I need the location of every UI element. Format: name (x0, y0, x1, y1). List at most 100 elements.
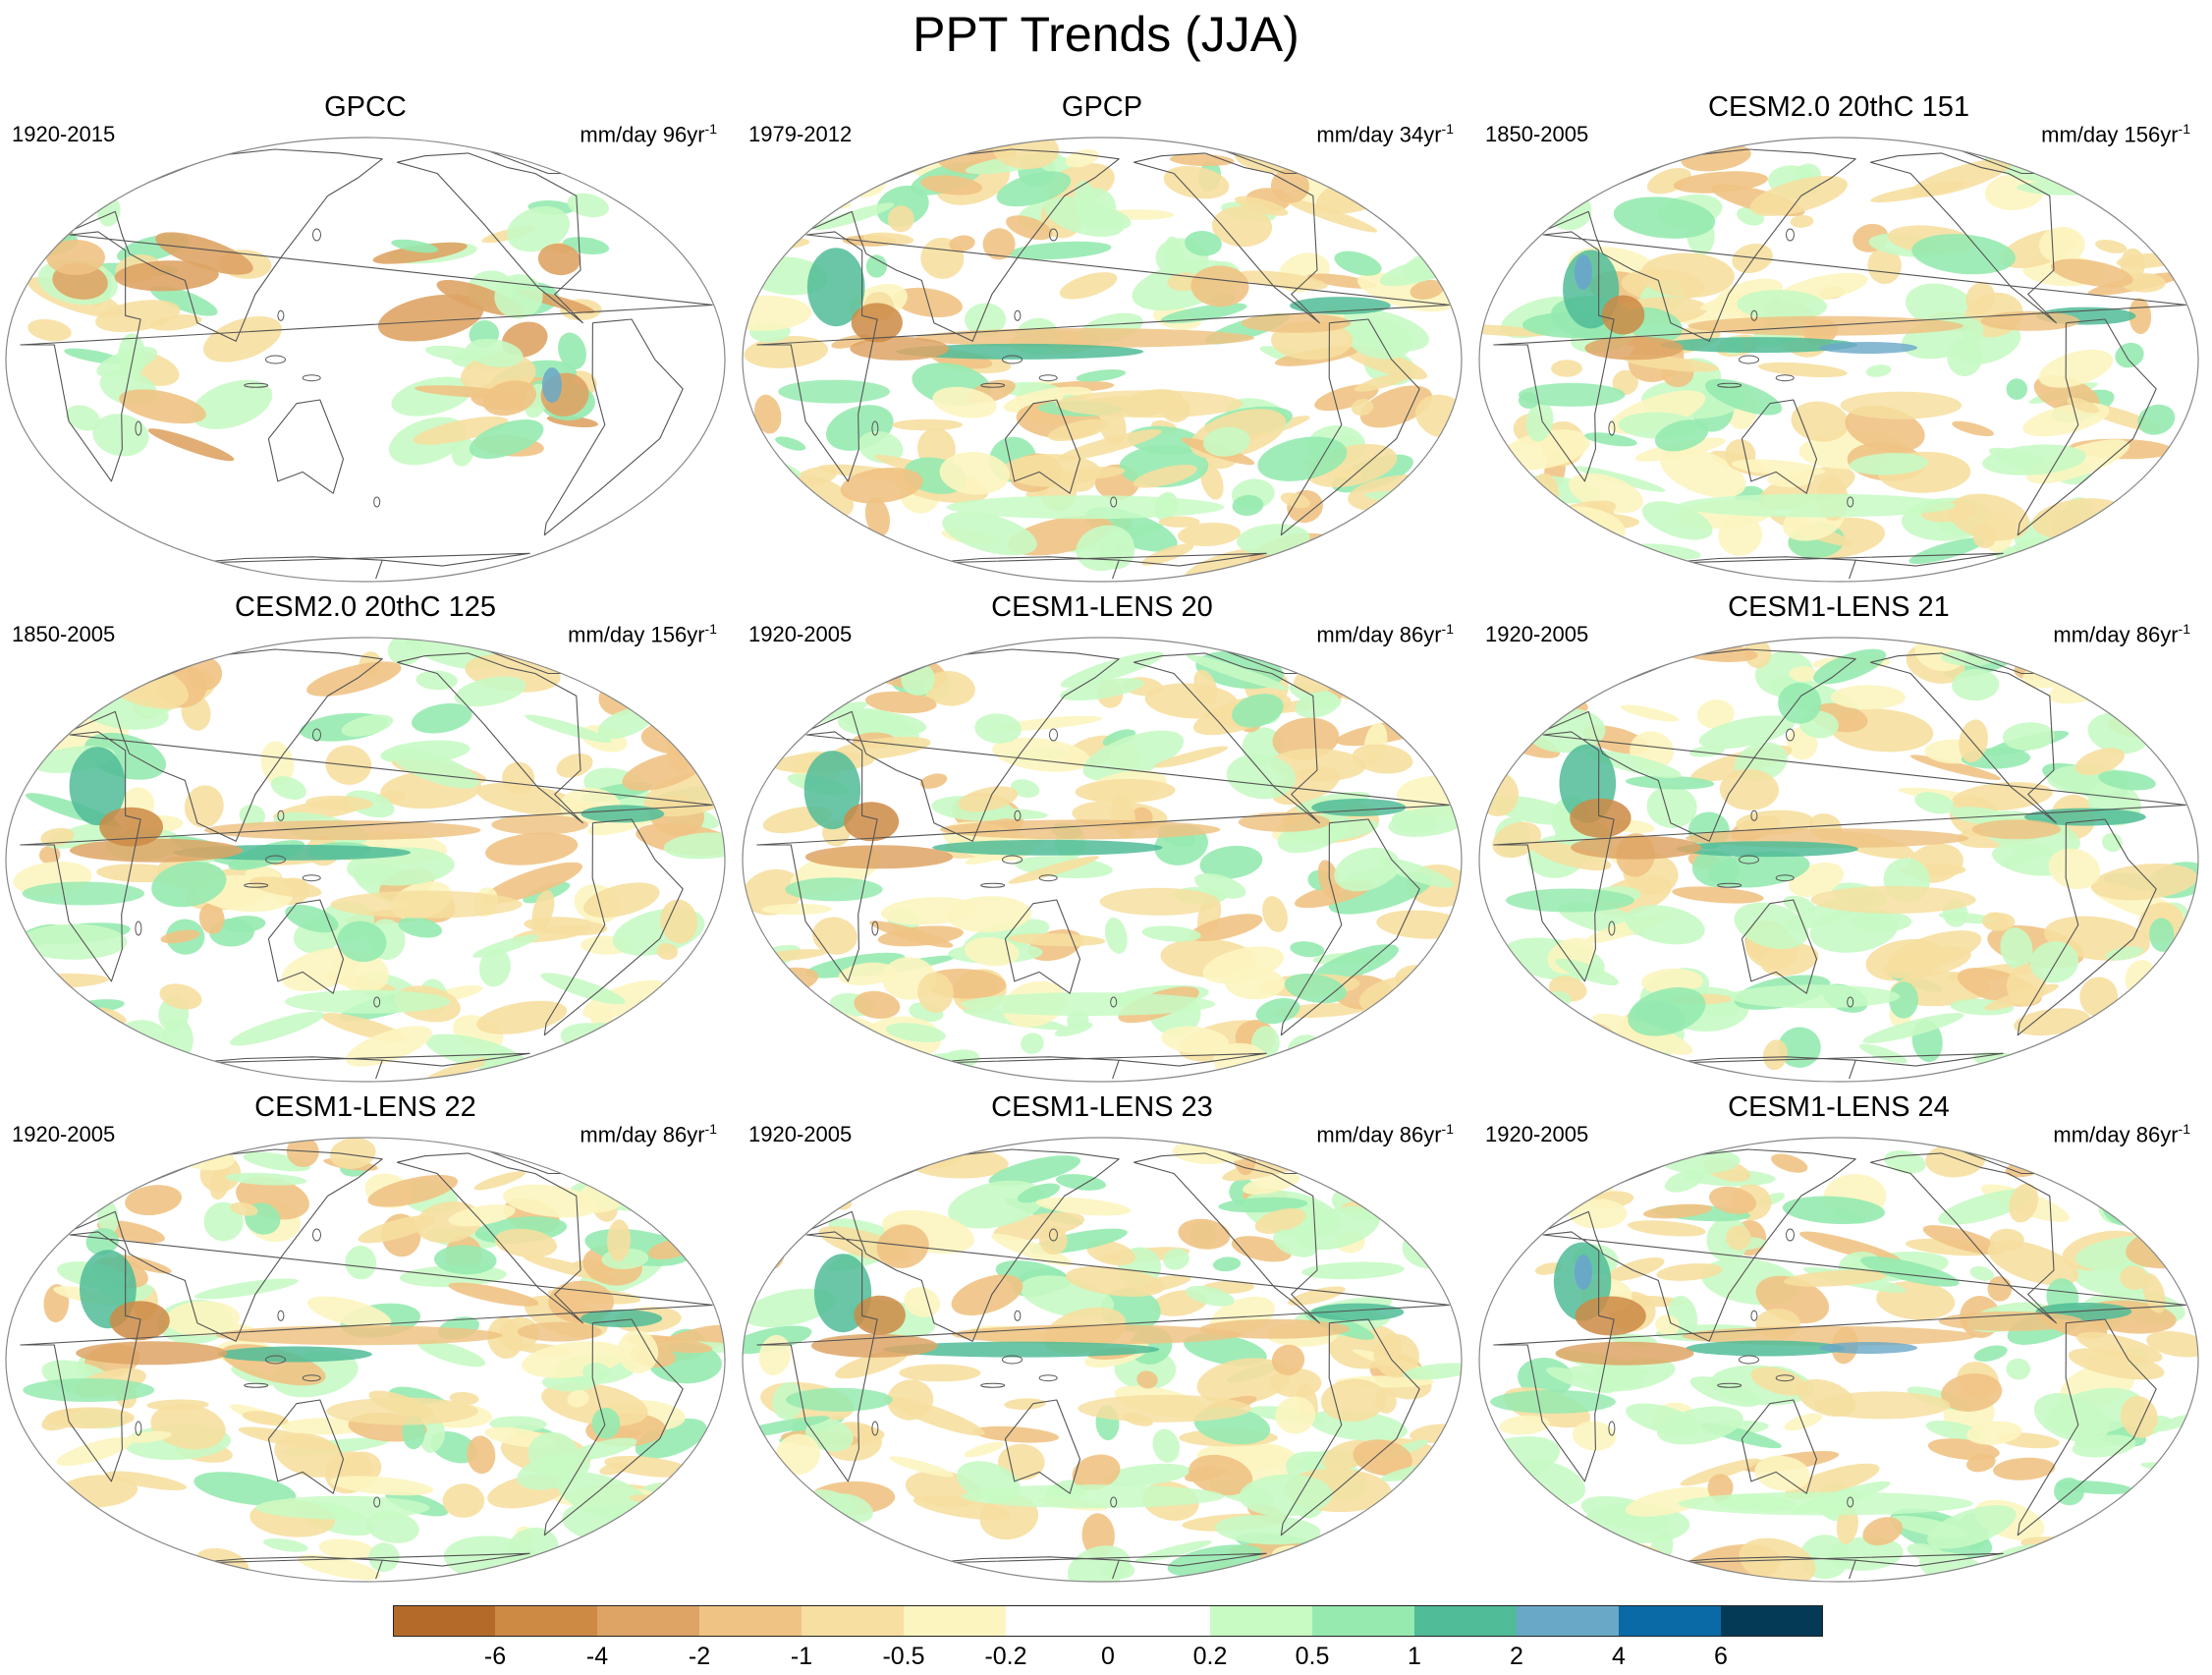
map-panel-cesm1-22: CESM1-LENS 22 1920-2005 mm/day 86yr-1 (2, 1090, 729, 1591)
coastline-island (1739, 855, 1759, 865)
colorbar-swatch (495, 1605, 597, 1637)
coastline-north-america (1870, 652, 2057, 824)
coastline-island (373, 496, 381, 508)
coastline-africa (756, 1231, 1450, 1482)
coastline-antarctica (187, 1052, 530, 1080)
coastline-north-america (397, 152, 583, 324)
colorbar-tick-label: 6 (1714, 1643, 1728, 1670)
panel-period: 1920-2005 (748, 622, 853, 646)
coastline-island (1014, 810, 1022, 821)
coastline-north-america (1870, 1152, 2057, 1324)
coastline-africa (20, 1231, 713, 1482)
map-canvas (742, 637, 1463, 1083)
coastline-island (1847, 996, 1854, 1008)
coastline-island (1750, 309, 1758, 321)
coastline-island (1049, 228, 1058, 242)
coastline-antarctica (1660, 1552, 2004, 1580)
colorbar-tick-label: 1 (1408, 1643, 1421, 1670)
coastline-australia (1004, 399, 1081, 494)
coastline-island (244, 882, 269, 888)
coastline-south-america (2017, 1318, 2157, 1536)
panel-unit: mm/day 86yr-1 (1316, 1121, 1454, 1147)
map-border (1478, 137, 2199, 583)
map-border (5, 137, 726, 583)
colorbar-tick-label: 4 (1612, 1643, 1626, 1670)
coastline-australia (267, 1399, 345, 1494)
map-border (742, 637, 1463, 1083)
colorbar-swatch (1210, 1605, 1312, 1637)
coastline-island (135, 1421, 142, 1436)
coastline-island (871, 420, 879, 436)
coastline-island (1038, 874, 1058, 882)
panel-title: CESM1-LENS 21 (1728, 591, 1950, 623)
coastline-island (1049, 728, 1058, 742)
coastline-island (980, 1382, 1006, 1388)
colorbar-swatch (1006, 1605, 1108, 1637)
map-canvas (742, 1137, 1463, 1583)
coastline-island (1110, 1496, 1118, 1508)
coastline-island (1608, 921, 1616, 936)
coastline-island (1014, 309, 1022, 321)
colorbar-tick-label: -6 (484, 1643, 506, 1670)
panel-title: CESM2.0 20thC 151 (1708, 91, 1969, 123)
coastline-island (265, 1355, 286, 1365)
coastline-island (312, 728, 321, 742)
colorbar-tick-label: 2 (1510, 1643, 1523, 1670)
map-border (5, 637, 726, 1083)
coastline-island (980, 382, 1006, 388)
panel-period: 1920-2015 (12, 122, 116, 146)
colorbar-swatch (802, 1605, 904, 1637)
map-canvas (742, 137, 1463, 583)
map-border (742, 137, 1463, 583)
coastline-africa (20, 231, 713, 482)
map-canvas (1478, 137, 2199, 583)
map-canvas (5, 137, 726, 583)
coastline-island (312, 228, 321, 242)
coastline-island (302, 874, 321, 882)
coastline-island (1110, 496, 1118, 508)
coastline-island (1049, 1228, 1058, 1242)
panel-title: CESM1-LENS 23 (991, 1091, 1213, 1123)
coastline-south-america (1280, 1318, 1420, 1536)
panel-unit: mm/day 86yr-1 (1316, 621, 1454, 647)
panel-unit: mm/day 86yr-1 (2053, 621, 2190, 647)
map-border (1478, 637, 2199, 1083)
map-border (5, 1137, 726, 1583)
colorbar-tick-label: -2 (689, 1643, 710, 1670)
coastline-island (1717, 1382, 1742, 1388)
coastline-island (244, 1382, 269, 1388)
coastline-north-america (397, 652, 583, 824)
map-panel-cesm1-20: CESM1-LENS 20 1920-2005 mm/day 86yr-1 (739, 590, 1465, 1091)
map-panel-cesm1-23: CESM1-LENS 23 1920-2005 mm/day 86yr-1 (739, 1090, 1465, 1591)
coastline-island (277, 810, 285, 821)
coastline-island (871, 921, 879, 936)
coastline-island (1750, 810, 1758, 821)
map-panel-cesm2-125: CESM2.0 20thC 125 1850-2005 mm/day 156yr… (2, 590, 729, 1091)
colorbar: -6 -4 -2 -1 -0.5 -0.2 0 0.2 0.5 1 2 4 6 (393, 1605, 1823, 1670)
map-panel-cesm2-151: CESM2.0 20thC 151 1850-2005 mm/day 156yr… (1475, 90, 2202, 591)
panel-title: CESM1-LENS 24 (1728, 1091, 1950, 1123)
map-canvas (1478, 637, 2199, 1083)
coastline-australia (267, 399, 345, 494)
colorbar-swatch (699, 1605, 802, 1637)
map-panel-gpcc: GPCC 1920-2015 mm/day 96yr-1 (2, 90, 729, 591)
panel-period: 1850-2005 (12, 622, 116, 646)
coastline-antarctica (923, 1552, 1267, 1580)
coastline-island (373, 996, 381, 1008)
map-canvas (1478, 1137, 2199, 1583)
colorbar-swatch (1619, 1605, 1721, 1637)
coastline-south-america (543, 1318, 684, 1536)
coastline-north-america (1134, 152, 1320, 324)
colorbar-tick-label: 0.5 (1296, 1643, 1330, 1670)
coastline-island (1786, 1228, 1795, 1242)
coastline-africa (756, 231, 1450, 482)
colorbar-swatch (597, 1605, 699, 1637)
coastline-island (1750, 1310, 1758, 1321)
coastline-antarctica (923, 552, 1267, 580)
panel-title: CESM1-LENS 20 (991, 591, 1213, 623)
coastline-south-america (1280, 318, 1420, 536)
coastline-island (1739, 355, 1759, 364)
panel-title: GPCC (324, 91, 407, 123)
coastline-island (373, 1496, 381, 1508)
colorbar-tick-label: -0.5 (882, 1643, 924, 1670)
